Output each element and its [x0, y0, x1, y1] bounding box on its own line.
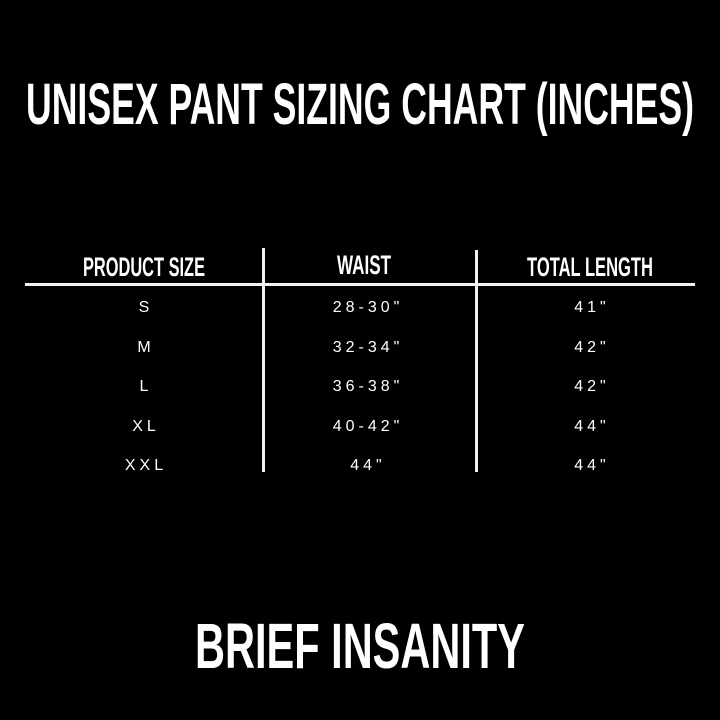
cell-size: XL [132, 418, 160, 435]
cell-waist: 28-30" [333, 299, 404, 316]
header-total-length: TOTAL LENGTH [527, 252, 653, 282]
table-row: S 28-30" 41" [139, 299, 609, 316]
table-row: XXL 44" 44" [125, 457, 609, 474]
cell-length: 42" [574, 339, 609, 356]
column-divider [262, 248, 265, 472]
brand-logo: BRIEF INSANITY [195, 610, 525, 682]
table-body: S 28-30" 41" M 32-34" 42" L 36-38" 42" XL 40-42" 44… [125, 299, 609, 474]
header-divider [25, 283, 695, 286]
cell-length: 44" [574, 457, 609, 474]
cell-length: 42" [574, 378, 609, 395]
cell-length: 44" [574, 418, 609, 435]
cell-size: S [139, 299, 154, 316]
cell-waist: 36-38" [333, 378, 404, 395]
table-row: L 36-38" 42" [140, 378, 609, 395]
sizing-table: PRODUCT SIZE WAIST TOTAL LENGTH S 28-30" 4… [25, 248, 695, 474]
table-row: XL 40-42" 44" [132, 418, 609, 435]
column-divider [475, 250, 478, 472]
cell-size: L [140, 378, 153, 395]
cell-size: M [137, 339, 154, 356]
cell-waist: 32-34" [333, 339, 404, 356]
cell-size: XXL [125, 457, 167, 474]
cell-length: 41" [574, 299, 609, 316]
header-waist: WAIST [337, 250, 391, 280]
page-title: UNISEX PANT SIZING CHART (INCHES) [26, 72, 694, 137]
table-row: M 32-34" 42" [137, 339, 609, 356]
cell-waist: 40-42" [333, 418, 404, 435]
header-product-size: PRODUCT SIZE [83, 252, 205, 282]
cell-waist: 44" [350, 457, 385, 474]
